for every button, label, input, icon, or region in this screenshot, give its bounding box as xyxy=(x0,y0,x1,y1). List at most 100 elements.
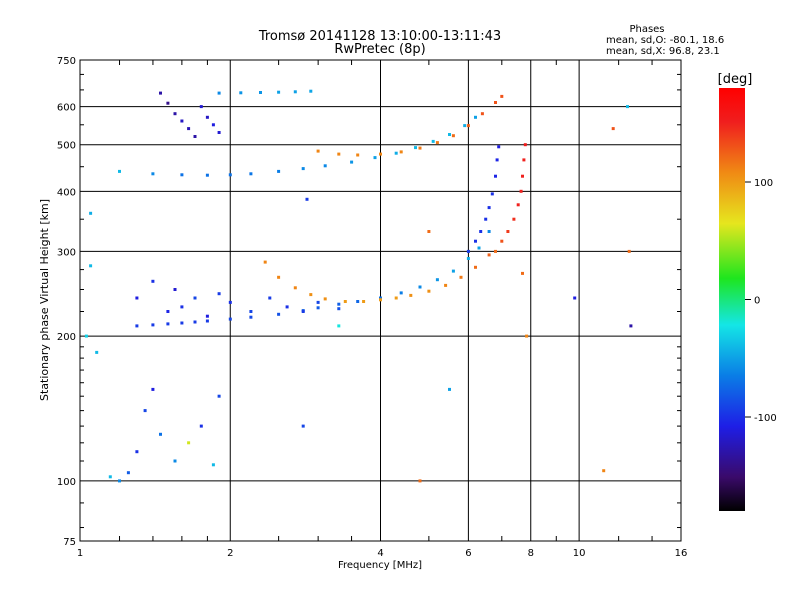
data-point xyxy=(487,206,491,210)
data-point xyxy=(500,94,504,98)
y-tick-label: 600 xyxy=(57,103,76,114)
data-point xyxy=(301,167,305,171)
data-point xyxy=(463,124,467,128)
series-points xyxy=(108,387,221,483)
data-point xyxy=(611,127,615,131)
data-point xyxy=(285,305,289,309)
data-point xyxy=(459,275,463,279)
data-point xyxy=(418,146,422,150)
data-point xyxy=(343,300,347,303)
data-point xyxy=(627,249,631,253)
data-point xyxy=(118,169,121,173)
data-point xyxy=(305,197,309,201)
colorbar xyxy=(719,88,745,511)
series-points xyxy=(466,145,501,253)
data-point xyxy=(166,310,170,313)
data-point xyxy=(435,141,439,145)
data-point xyxy=(228,300,232,304)
data-point xyxy=(259,91,262,94)
data-point xyxy=(323,164,327,168)
data-point xyxy=(187,441,191,445)
data-point xyxy=(409,293,413,297)
data-point xyxy=(316,149,320,153)
data-point xyxy=(379,152,382,156)
data-point xyxy=(263,260,267,264)
data-point xyxy=(521,271,524,275)
y-tick-labels: 75 100 200 300 400 500 600 750 xyxy=(57,56,76,548)
colorbar-tick-label: -100 xyxy=(754,413,777,424)
data-point xyxy=(477,246,481,250)
x-tick-label: 8 xyxy=(528,548,534,559)
x-tick-labels: 1 2 4 6 8 10 16 xyxy=(77,548,688,559)
y-tick-label: 500 xyxy=(57,141,76,152)
data-point xyxy=(519,189,523,193)
colorbar-tick-label: 0 xyxy=(754,296,760,307)
data-point xyxy=(474,115,477,119)
data-point xyxy=(525,334,529,338)
data-point xyxy=(211,123,215,127)
series-points xyxy=(135,230,491,328)
phases-header: Phases xyxy=(629,24,664,35)
data-point xyxy=(474,239,477,243)
data-point xyxy=(373,156,377,160)
data-point xyxy=(166,101,170,105)
x-tick-label: 2 xyxy=(227,548,233,559)
data-point xyxy=(108,475,112,479)
data-point xyxy=(193,135,197,138)
data-point xyxy=(495,158,499,162)
data-point xyxy=(337,302,341,306)
data-point xyxy=(451,269,455,273)
data-point xyxy=(466,257,470,260)
data-point xyxy=(494,101,497,104)
x-axis-label: Frequency [MHz] xyxy=(338,560,422,571)
data-point xyxy=(337,324,341,328)
data-point xyxy=(193,296,197,300)
data-point xyxy=(239,91,243,95)
chart-title: Tromsø 20141128 13:10:00-13:11:43 xyxy=(258,29,501,44)
data-point xyxy=(199,424,203,428)
phases-x-stats: mean, sd,X: 96.8, 23.1 xyxy=(606,46,720,57)
y-tick-label: 75 xyxy=(63,537,76,548)
data-point xyxy=(173,459,177,463)
data-point xyxy=(249,172,253,176)
data-point xyxy=(228,173,232,177)
data-points xyxy=(84,89,633,483)
data-point xyxy=(362,300,366,303)
x-tick-label: 6 xyxy=(465,548,471,559)
data-point xyxy=(356,300,360,303)
y-axis-label: Stationary phase Virtual Height [km] xyxy=(38,199,51,401)
data-point xyxy=(143,409,147,413)
data-point xyxy=(379,298,382,302)
data-point xyxy=(626,105,629,109)
data-point xyxy=(89,264,93,268)
data-point xyxy=(466,124,470,128)
data-point xyxy=(180,305,184,309)
data-point xyxy=(448,387,451,391)
data-point xyxy=(217,131,221,134)
y-tick-label: 750 xyxy=(57,56,76,67)
data-point xyxy=(151,172,155,176)
data-point xyxy=(205,115,209,119)
data-point xyxy=(211,463,215,467)
data-point xyxy=(451,134,455,138)
data-point xyxy=(205,173,209,177)
y-tick-label: 100 xyxy=(57,477,76,488)
data-point xyxy=(494,249,497,253)
data-point xyxy=(180,173,184,177)
x-tick-label: 1 xyxy=(77,548,83,559)
data-point xyxy=(523,143,527,147)
data-point xyxy=(316,306,320,310)
y-tick-label: 300 xyxy=(57,247,76,258)
data-point xyxy=(151,323,155,327)
x-tick-label: 10 xyxy=(573,548,586,559)
colorbar-label: [deg] xyxy=(718,72,753,87)
data-point xyxy=(522,158,526,162)
data-point xyxy=(166,322,170,326)
data-point xyxy=(173,112,177,116)
data-point xyxy=(500,239,504,243)
data-point xyxy=(484,217,488,221)
data-point xyxy=(480,112,484,116)
data-point xyxy=(217,292,221,296)
data-point xyxy=(350,160,354,164)
data-point xyxy=(249,315,253,319)
